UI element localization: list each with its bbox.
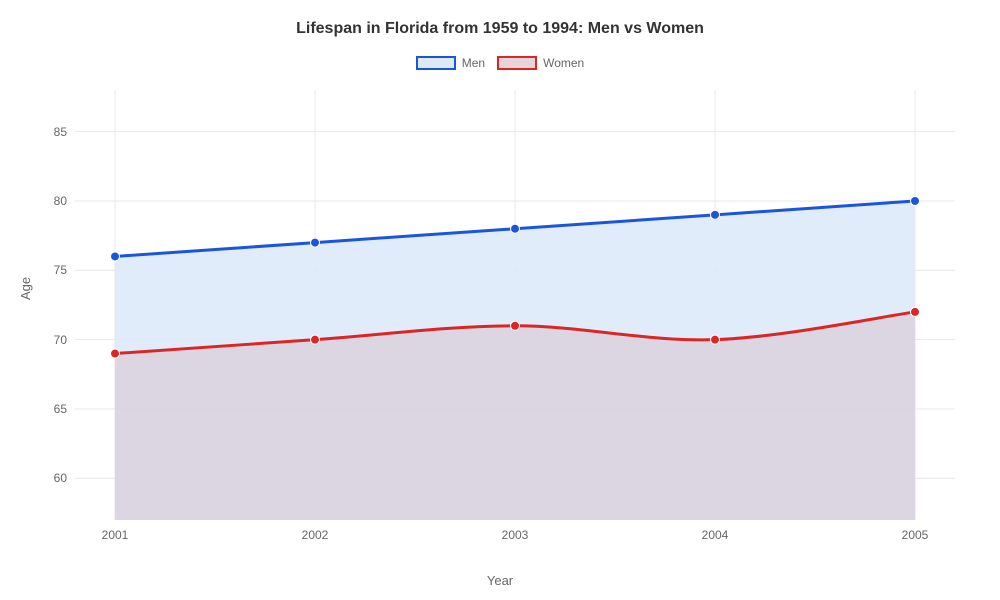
y-tick-label: 80 xyxy=(54,194,67,208)
x-axis-label: Year xyxy=(0,573,1000,588)
y-tick-label: 60 xyxy=(54,471,67,485)
legend-swatch-men xyxy=(416,56,456,70)
legend-item-women[interactable]: Women xyxy=(497,56,584,70)
y-tick-label: 75 xyxy=(54,263,67,277)
x-tick-label: 2005 xyxy=(902,528,929,542)
y-tick-label: 65 xyxy=(54,402,67,416)
x-tick-label: 2004 xyxy=(702,528,729,542)
x-tick-label: 2003 xyxy=(502,528,529,542)
y-axis-label: Age xyxy=(18,277,33,300)
legend: Men Women xyxy=(0,56,1000,70)
legend-label-men: Men xyxy=(462,56,485,70)
x-tick-label: 2002 xyxy=(302,528,329,542)
plot-area: 60657075808520012002200320042005 xyxy=(75,90,955,520)
y-tick-label: 85 xyxy=(54,125,67,139)
x-tick-label: 2001 xyxy=(102,528,129,542)
legend-label-women: Women xyxy=(543,56,584,70)
chart-title: Lifespan in Florida from 1959 to 1994: M… xyxy=(0,0,1000,38)
legend-item-men[interactable]: Men xyxy=(416,56,485,70)
legend-swatch-women xyxy=(497,56,537,70)
y-tick-label: 70 xyxy=(54,333,67,347)
chart-container: Lifespan in Florida from 1959 to 1994: M… xyxy=(0,0,1000,600)
